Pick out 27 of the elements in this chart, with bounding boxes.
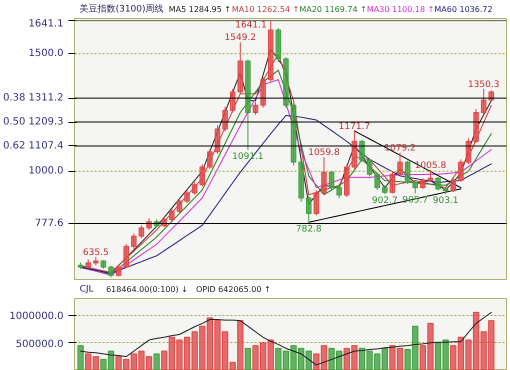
text: MA10 1262.54 ↑ — [232, 5, 300, 14]
text: MA20 1169.74 ↑ — [299, 5, 367, 14]
y-tick-label: 1500.0 — [28, 48, 64, 60]
y-tick-label: 0.62 1107.4 — [3, 140, 64, 152]
text: MA5 1284.95 ↑ — [168, 5, 232, 14]
annotation: 1171.7 — [338, 122, 370, 132]
annotation: 1641.1 — [235, 20, 267, 31]
annotation: 1059.8 — [308, 148, 340, 158]
chart-title: 美豆指数(3100)周线 — [80, 4, 164, 14]
y-tick-label: 0.50 1209.3 — [3, 116, 64, 128]
chart-title: CJL — [80, 284, 94, 294]
text: 618464.00(0:100) ↓ — [106, 285, 188, 294]
text: OPID 642065.00 ↑ — [196, 285, 271, 294]
y-tick-label: 500000.0 — [16, 338, 64, 350]
y-tick-label: 777.6 — [34, 218, 64, 229]
y-tick-label: 1641.1 — [28, 18, 64, 30]
annotation: 1350.3 — [468, 80, 500, 90]
annotation: 1549.2 — [224, 33, 256, 44]
annotation: 903.1 — [432, 196, 459, 206]
y-tick-label: 0.38 1311.2 — [3, 92, 64, 104]
y-tick-label: 1000000.0 — [9, 311, 64, 322]
annotation: 635.5 — [82, 248, 109, 258]
annotation: 902.7 — [372, 196, 398, 206]
y-tick-label: 1000.0 — [28, 166, 64, 177]
text: MA30 1100.18 ↑ — [366, 5, 434, 14]
text: MA60 1036.72 — [434, 5, 493, 14]
annotation: 782.8 — [296, 224, 322, 234]
